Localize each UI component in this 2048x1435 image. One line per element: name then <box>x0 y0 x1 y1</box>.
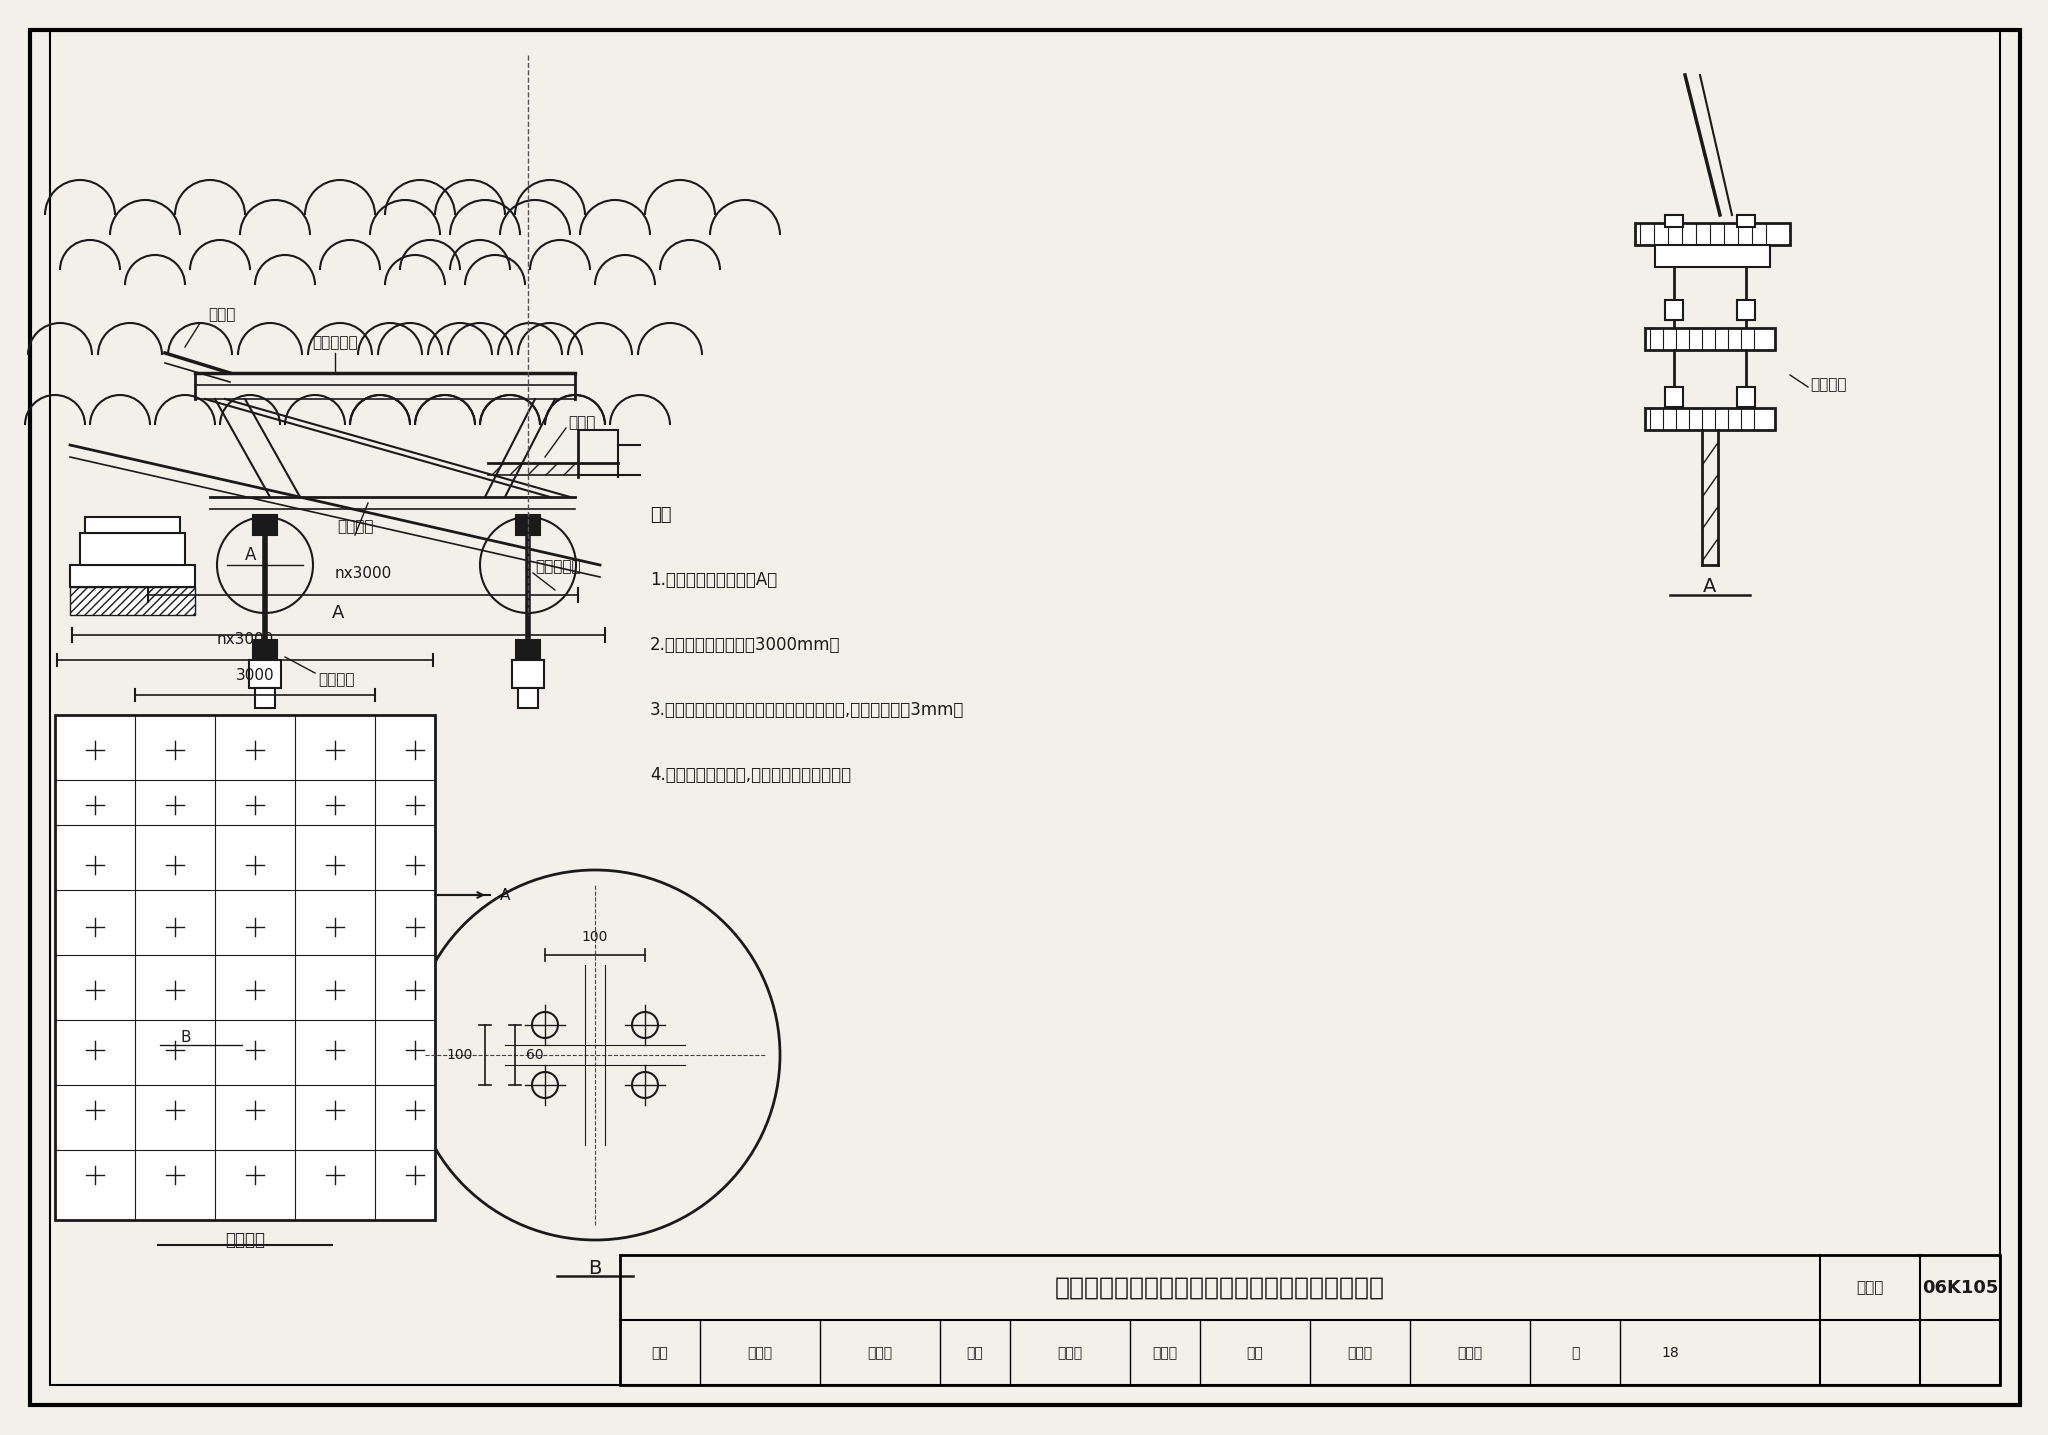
Text: nx3000: nx3000 <box>217 633 274 647</box>
Text: 温庚寅: 温庚寅 <box>748 1346 772 1360</box>
Text: 图集号: 图集号 <box>1855 1280 1884 1296</box>
Bar <box>70 565 195 587</box>
Bar <box>254 640 276 660</box>
Bar <box>1645 329 1776 350</box>
Text: A: A <box>246 545 256 564</box>
Text: 通风器底座: 通风器底座 <box>311 336 358 350</box>
Text: 18: 18 <box>1661 1346 1679 1360</box>
Bar <box>1665 215 1683 227</box>
Text: 泛水板: 泛水板 <box>209 307 236 323</box>
Text: 室内落水管: 室内落水管 <box>535 560 582 574</box>
Bar <box>1655 245 1769 267</box>
Text: 赵立民: 赵立民 <box>1348 1346 1372 1360</box>
Bar <box>516 640 541 660</box>
Bar <box>1737 215 1755 227</box>
Text: 找平钢墩: 找平钢墩 <box>317 673 354 687</box>
Text: 汪朝晖: 汪朝晖 <box>1057 1346 1083 1360</box>
Text: A: A <box>1704 577 1716 597</box>
Text: 4.本图仅为安装示意,结构基础由设计完成。: 4.本图仅为安装示意,结构基础由设计完成。 <box>649 766 852 784</box>
Text: 06K105: 06K105 <box>1921 1279 1999 1297</box>
Bar <box>254 515 276 535</box>
Text: 2.本通风器单元长度为3000mm。: 2.本通风器单元长度为3000mm。 <box>649 636 840 654</box>
Text: 审核: 审核 <box>651 1346 668 1360</box>
Text: B: B <box>588 1258 602 1277</box>
Bar <box>70 587 195 616</box>
Text: 页: 页 <box>1571 1346 1579 1360</box>
Bar <box>512 660 545 687</box>
Bar <box>1634 222 1790 245</box>
Bar <box>80 532 184 565</box>
Bar <box>621 1256 2001 1385</box>
Bar <box>518 687 539 707</box>
Text: 基础平面: 基础平面 <box>225 1231 264 1248</box>
Text: 吕朝晖: 吕朝晖 <box>1153 1346 1178 1360</box>
Text: A: A <box>332 604 344 621</box>
Text: 流线型屋顶自然通风器钢结构斜屋面上安装示意图: 流线型屋顶自然通风器钢结构斜屋面上安装示意图 <box>1055 1276 1384 1300</box>
Text: 屋顶钢架: 屋顶钢架 <box>336 519 373 534</box>
Bar <box>250 660 281 687</box>
Bar <box>1737 300 1755 320</box>
Text: 型钢基础: 型钢基础 <box>1810 377 1847 393</box>
Bar <box>516 515 541 535</box>
Bar <box>1737 387 1755 408</box>
Bar <box>1665 300 1683 320</box>
Bar <box>1665 387 1683 408</box>
Bar <box>55 715 434 1220</box>
Text: 乃之民: 乃之民 <box>1458 1346 1483 1360</box>
Text: B: B <box>180 1029 190 1045</box>
Text: A: A <box>500 887 510 903</box>
Bar <box>86 517 180 532</box>
Text: 注：: 注： <box>649 507 672 524</box>
Bar <box>1645 408 1776 430</box>
Text: 60: 60 <box>526 1048 545 1062</box>
Text: 100: 100 <box>446 1048 473 1062</box>
Text: 100: 100 <box>582 930 608 944</box>
Text: 设计: 设计 <box>1247 1346 1264 1360</box>
Text: nx3000: nx3000 <box>334 565 391 581</box>
Text: 3.本通风器基础找平钢墩须在同一水平面上,误差不得大于3mm。: 3.本通风器基础找平钢墩须在同一水平面上,误差不得大于3mm。 <box>649 702 965 719</box>
Bar <box>256 687 274 707</box>
Text: 汤彩华: 汤彩华 <box>868 1346 893 1360</box>
Text: 3000: 3000 <box>236 667 274 683</box>
Text: 校对: 校对 <box>967 1346 983 1360</box>
Text: 1.本通风器喉口尺寸为A。: 1.本通风器喉口尺寸为A。 <box>649 571 778 588</box>
Text: 屋面层: 屋面层 <box>567 416 596 430</box>
